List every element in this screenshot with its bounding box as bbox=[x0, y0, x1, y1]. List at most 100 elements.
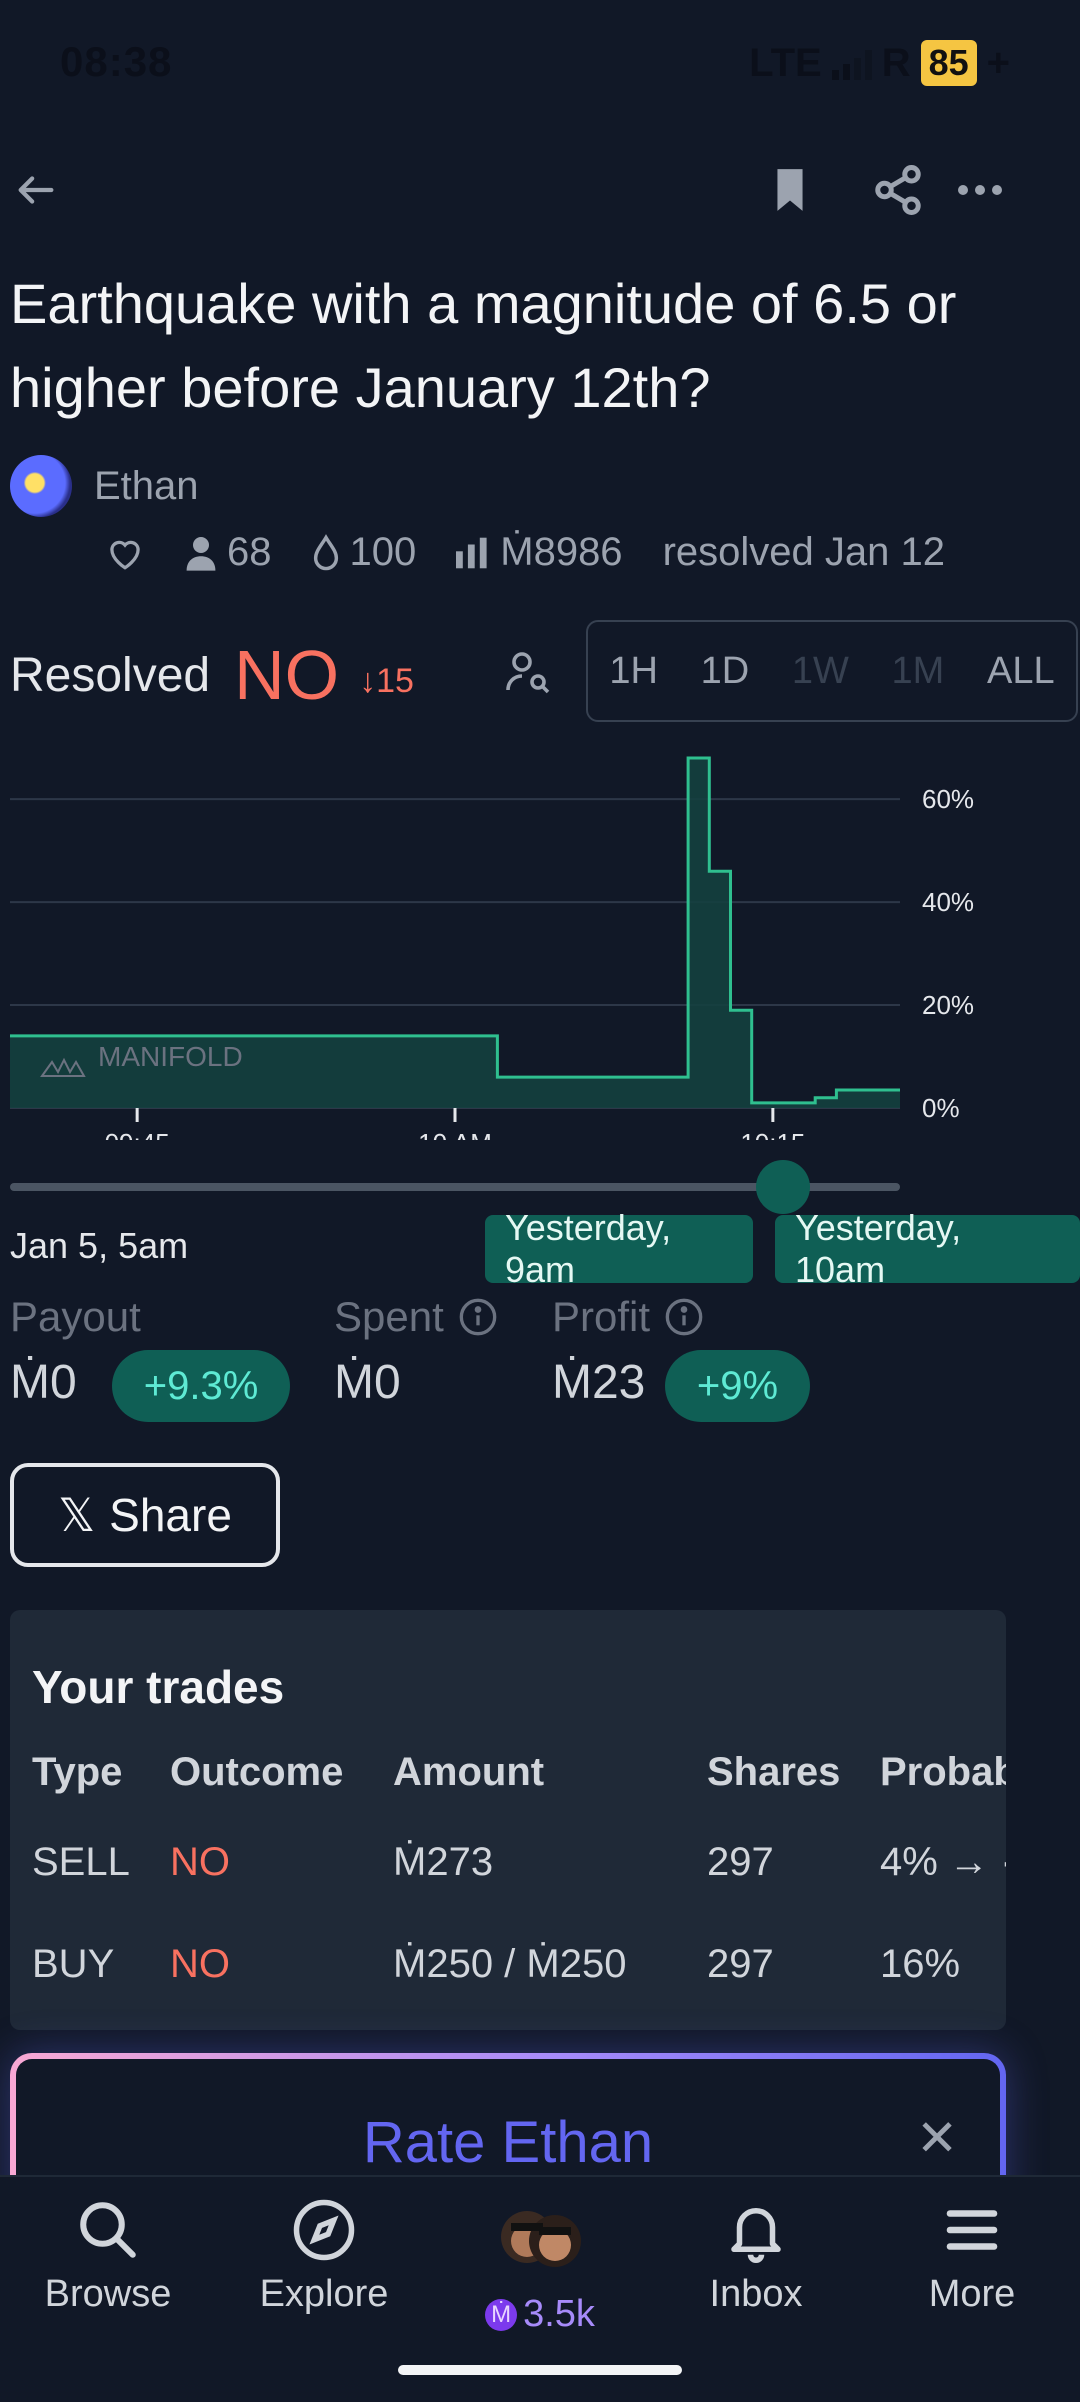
arrow-down-icon: ↓ bbox=[359, 661, 377, 700]
nav-profile[interactable]: Ṁ 3.5k bbox=[440, 2197, 640, 2336]
bookmark-button[interactable] bbox=[760, 160, 820, 220]
col-probability: Probab bbox=[880, 1750, 1006, 1794]
traders-count: 68 bbox=[227, 530, 272, 574]
status-icons: LTE R 85 + bbox=[749, 40, 1010, 86]
table-row: SELL NO Ṁ273 297 4% → · bbox=[10, 1840, 1006, 1900]
chart-svg: 60% 40% 20% 0% 09:45 10 AM 10:15 MANIFOLD bbox=[10, 756, 974, 1158]
author-row[interactable]: Ethan bbox=[10, 455, 199, 517]
close-icon[interactable]: ✕ bbox=[916, 2110, 958, 2166]
trade-shares: 297 bbox=[707, 1840, 774, 1884]
change-value: 15 bbox=[376, 661, 414, 700]
info-icon[interactable] bbox=[664, 1297, 704, 1337]
trade-amount: Ṁ273 bbox=[393, 1840, 494, 1884]
trade-outcome: NO bbox=[170, 1840, 230, 1884]
resolution-row: Resolved NO ↓15 bbox=[10, 620, 414, 730]
col-amount: Amount bbox=[393, 1750, 545, 1794]
share-icon bbox=[875, 165, 921, 215]
profit-change-badge: +9% bbox=[665, 1350, 810, 1422]
x-tick-label: 10:15 bbox=[740, 1128, 805, 1140]
spent-label: Spent bbox=[334, 1293, 498, 1341]
volume-stat: Ṁ8986 bbox=[456, 530, 623, 575]
nav-explore[interactable]: Explore bbox=[224, 2197, 424, 2316]
droplet-icon bbox=[313, 533, 338, 570]
range-1h[interactable]: 1H bbox=[609, 649, 658, 692]
arrow-left-icon bbox=[18, 176, 54, 204]
table-row: BUY NO Ṁ250 / Ṁ250 297 16% bbox=[10, 1942, 1006, 2002]
nav-inbox-label: Inbox bbox=[709, 2273, 803, 2315]
spent-value: Ṁ0 bbox=[334, 1356, 401, 1409]
market-stats: 68 100 Ṁ8986 resolved Jan 12 bbox=[105, 530, 945, 575]
nav-browse[interactable]: Browse bbox=[8, 2197, 208, 2316]
traders-stat: 68 bbox=[185, 530, 272, 575]
nav-explore-label: Explore bbox=[259, 2273, 389, 2315]
share-market-button[interactable] bbox=[866, 160, 930, 220]
x-share-button[interactable]: 𝕏 Share bbox=[10, 1463, 280, 1567]
trade-type: SELL bbox=[32, 1840, 130, 1884]
payout-value: Ṁ0 bbox=[10, 1356, 77, 1409]
range-all[interactable]: ALL bbox=[986, 649, 1055, 692]
roaming-label: R bbox=[881, 40, 911, 85]
liquidity-stat: 100 bbox=[312, 530, 416, 575]
status-bar: 08:38 LTE R 85 + bbox=[0, 0, 1080, 130]
more-options-button[interactable] bbox=[950, 160, 1010, 220]
timeline-end-tag: Yesterday, 10am bbox=[775, 1207, 1080, 1290]
ellipsis-icon bbox=[958, 185, 1002, 195]
back-button[interactable] bbox=[6, 160, 66, 220]
bar-chart-icon bbox=[456, 537, 487, 568]
manifold-logo-icon bbox=[40, 1057, 86, 1077]
time-range-selector: 1H 1D 1W 1M ALL bbox=[586, 620, 1078, 722]
nav-browse-label: Browse bbox=[44, 2273, 172, 2315]
trades-title: Your trades bbox=[32, 1661, 285, 1713]
compass-icon bbox=[293, 2199, 355, 2261]
home-indicator bbox=[398, 2365, 682, 2375]
probability-chart[interactable]: 60% 40% 20% 0% 09:45 10 AM 10:15 MANIFOLD bbox=[0, 740, 1080, 1158]
top-bar bbox=[0, 150, 1080, 230]
user-search-icon bbox=[506, 652, 550, 694]
view-positions-button[interactable] bbox=[496, 640, 560, 704]
timeline-marker-tag: Yesterday, 9am bbox=[485, 1207, 753, 1290]
payout-change-badge: +9.3% bbox=[112, 1350, 290, 1422]
resolved-label: Resolved bbox=[10, 648, 211, 702]
y-tick-label: 60% bbox=[922, 784, 974, 814]
volume-value: Ṁ8986 bbox=[500, 530, 623, 574]
author-name[interactable]: Ethan bbox=[94, 463, 199, 508]
balance-value: 3.5k bbox=[523, 2293, 595, 2335]
spent-label-text: Spent bbox=[334, 1293, 444, 1340]
like-button[interactable] bbox=[105, 535, 145, 571]
profit-label: Profit bbox=[552, 1293, 704, 1341]
col-type: Type bbox=[32, 1750, 123, 1794]
battery-icon: 85 bbox=[920, 40, 977, 86]
nav-inbox[interactable]: Inbox bbox=[656, 2197, 856, 2316]
nav-more[interactable]: More bbox=[872, 2197, 1072, 2316]
range-1m[interactable]: 1M bbox=[891, 649, 945, 692]
probability-change: ↓15 bbox=[359, 662, 414, 701]
range-1w[interactable]: 1W bbox=[791, 649, 849, 692]
trade-outcome: NO bbox=[170, 1942, 230, 1986]
x-logo-icon: 𝕏 bbox=[58, 1489, 96, 1541]
rate-author-button[interactable]: Rate Ethan bbox=[362, 2110, 654, 2175]
nav-more-label: More bbox=[928, 2273, 1016, 2315]
range-1d[interactable]: 1D bbox=[700, 649, 750, 692]
y-tick-label: 20% bbox=[922, 990, 974, 1020]
profit-label-text: Profit bbox=[552, 1293, 651, 1340]
series-line bbox=[10, 756, 900, 1105]
heart-icon bbox=[110, 540, 140, 570]
trade-type: BUY bbox=[32, 1942, 115, 1986]
balance-display: Ṁ 3.5k bbox=[485, 2293, 595, 2336]
payout-label-text: Payout bbox=[10, 1293, 141, 1340]
payout-label: Payout bbox=[10, 1293, 141, 1341]
info-icon[interactable] bbox=[458, 1297, 498, 1337]
author-avatar[interactable] bbox=[10, 455, 72, 517]
resolved-date: resolved Jan 12 bbox=[662, 530, 945, 574]
profile-avatar bbox=[501, 2211, 581, 2267]
bottom-nav: Browse Explore Ṁ 3.5k Inbox More bbox=[0, 2175, 1080, 2402]
status-time: 08:38 bbox=[60, 38, 173, 85]
market-title: Earthquake with a magnitude of 6.5 or hi… bbox=[10, 272, 957, 419]
trades-table: Your trades Type Outcome Amount Shares P… bbox=[10, 1610, 1006, 2030]
trade-amount: Ṁ250 / Ṁ250 bbox=[393, 1942, 627, 1986]
chart-watermark: MANIFOLD bbox=[98, 1041, 243, 1072]
timeline-track[interactable] bbox=[10, 1183, 900, 1191]
timeline-handle[interactable] bbox=[756, 1160, 810, 1214]
network-label: LTE bbox=[749, 40, 822, 85]
signal-icon bbox=[831, 46, 872, 80]
